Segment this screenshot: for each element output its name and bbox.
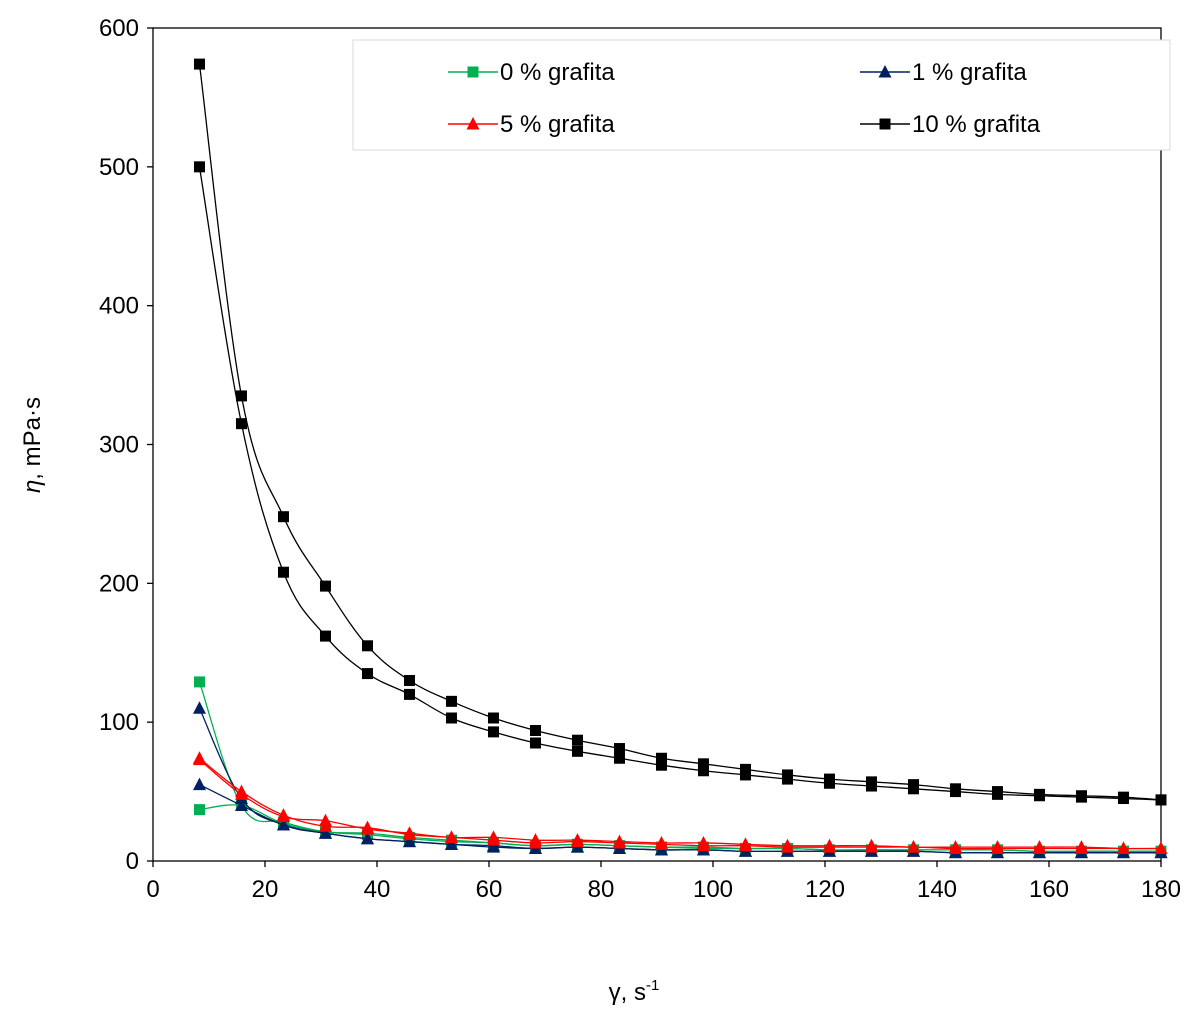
data-point (488, 726, 499, 737)
x-tick-label: 180 (1141, 876, 1181, 903)
series-6 (194, 59, 1167, 806)
data-point (740, 769, 751, 780)
data-point (236, 390, 247, 401)
data-point (320, 581, 331, 592)
data-point (362, 640, 373, 651)
x-tick-label: 0 (146, 876, 159, 903)
data-point (278, 511, 289, 522)
x-axis-label: γ, s-1 (609, 977, 660, 1006)
x-tick-label: 160 (1029, 876, 1069, 903)
series-3 (193, 778, 1168, 859)
plot-frame (153, 28, 1161, 861)
series-layer (193, 59, 1168, 859)
legend-box (353, 40, 1170, 150)
data-point (530, 725, 541, 736)
data-point (236, 418, 247, 429)
series-1 (194, 676, 1167, 856)
data-point (866, 781, 877, 792)
legend-label: 0 % grafita (500, 59, 615, 86)
legend: 0 % grafita 1 % grafita 5 % grafita 10 % gr… (353, 40, 1170, 150)
data-point (446, 696, 457, 707)
y-tick-label: 200 (99, 570, 139, 597)
data-point (992, 789, 1003, 800)
data-point (614, 753, 625, 764)
series-7 (194, 161, 1167, 805)
y-tick-label: 300 (99, 432, 139, 459)
data-point (362, 668, 373, 679)
x-tick-label: 40 (364, 876, 391, 903)
data-point (194, 804, 205, 815)
data-point (1156, 794, 1167, 805)
legend-label: 10 % grafita (912, 111, 1041, 138)
series-line (199, 167, 1161, 800)
data-point (782, 774, 793, 785)
series-line (199, 760, 1161, 849)
x-tick-label: 120 (805, 876, 845, 903)
legend-label: 5 % grafita (500, 111, 615, 138)
series-line (199, 758, 1161, 848)
series-2 (193, 701, 1168, 858)
y-tick-label: 500 (99, 154, 139, 181)
data-point (614, 743, 625, 754)
y-tick-label: 100 (99, 709, 139, 736)
series-line (199, 64, 1161, 800)
data-point (320, 631, 331, 642)
data-point (193, 778, 206, 791)
legend-marker (880, 119, 891, 130)
legend-label: 1 % grafita (912, 59, 1027, 86)
y-axis-label: η, mPa·s (19, 397, 46, 493)
data-point (404, 675, 415, 686)
data-point (908, 783, 919, 794)
data-point (698, 765, 709, 776)
data-point (950, 786, 961, 797)
data-point (193, 701, 206, 714)
data-point (194, 676, 205, 687)
data-point (446, 713, 457, 724)
series-line (199, 708, 1161, 852)
x-tick-label: 20 (252, 876, 279, 903)
data-point (194, 59, 205, 70)
y-tick-label: 400 (99, 293, 139, 320)
data-point (1118, 793, 1129, 804)
data-point (824, 778, 835, 789)
x-tick-label: 80 (588, 876, 615, 903)
x-tick-label: 60 (476, 876, 503, 903)
legend-marker (468, 67, 479, 78)
y-tick-label: 600 (99, 15, 139, 42)
x-tick-label: 140 (917, 876, 957, 903)
data-point (1076, 792, 1087, 803)
series-line (199, 682, 1161, 851)
data-point (1034, 790, 1045, 801)
x-tick-label: 100 (693, 876, 733, 903)
data-point (488, 713, 499, 724)
data-point (572, 746, 583, 757)
data-point (656, 760, 667, 771)
data-point (278, 567, 289, 578)
series-5 (193, 751, 1168, 854)
data-point (193, 751, 206, 764)
data-point (194, 161, 205, 172)
data-point (404, 689, 415, 700)
data-point (530, 737, 541, 748)
y-tick-label: 0 (126, 848, 139, 875)
data-point (572, 735, 583, 746)
